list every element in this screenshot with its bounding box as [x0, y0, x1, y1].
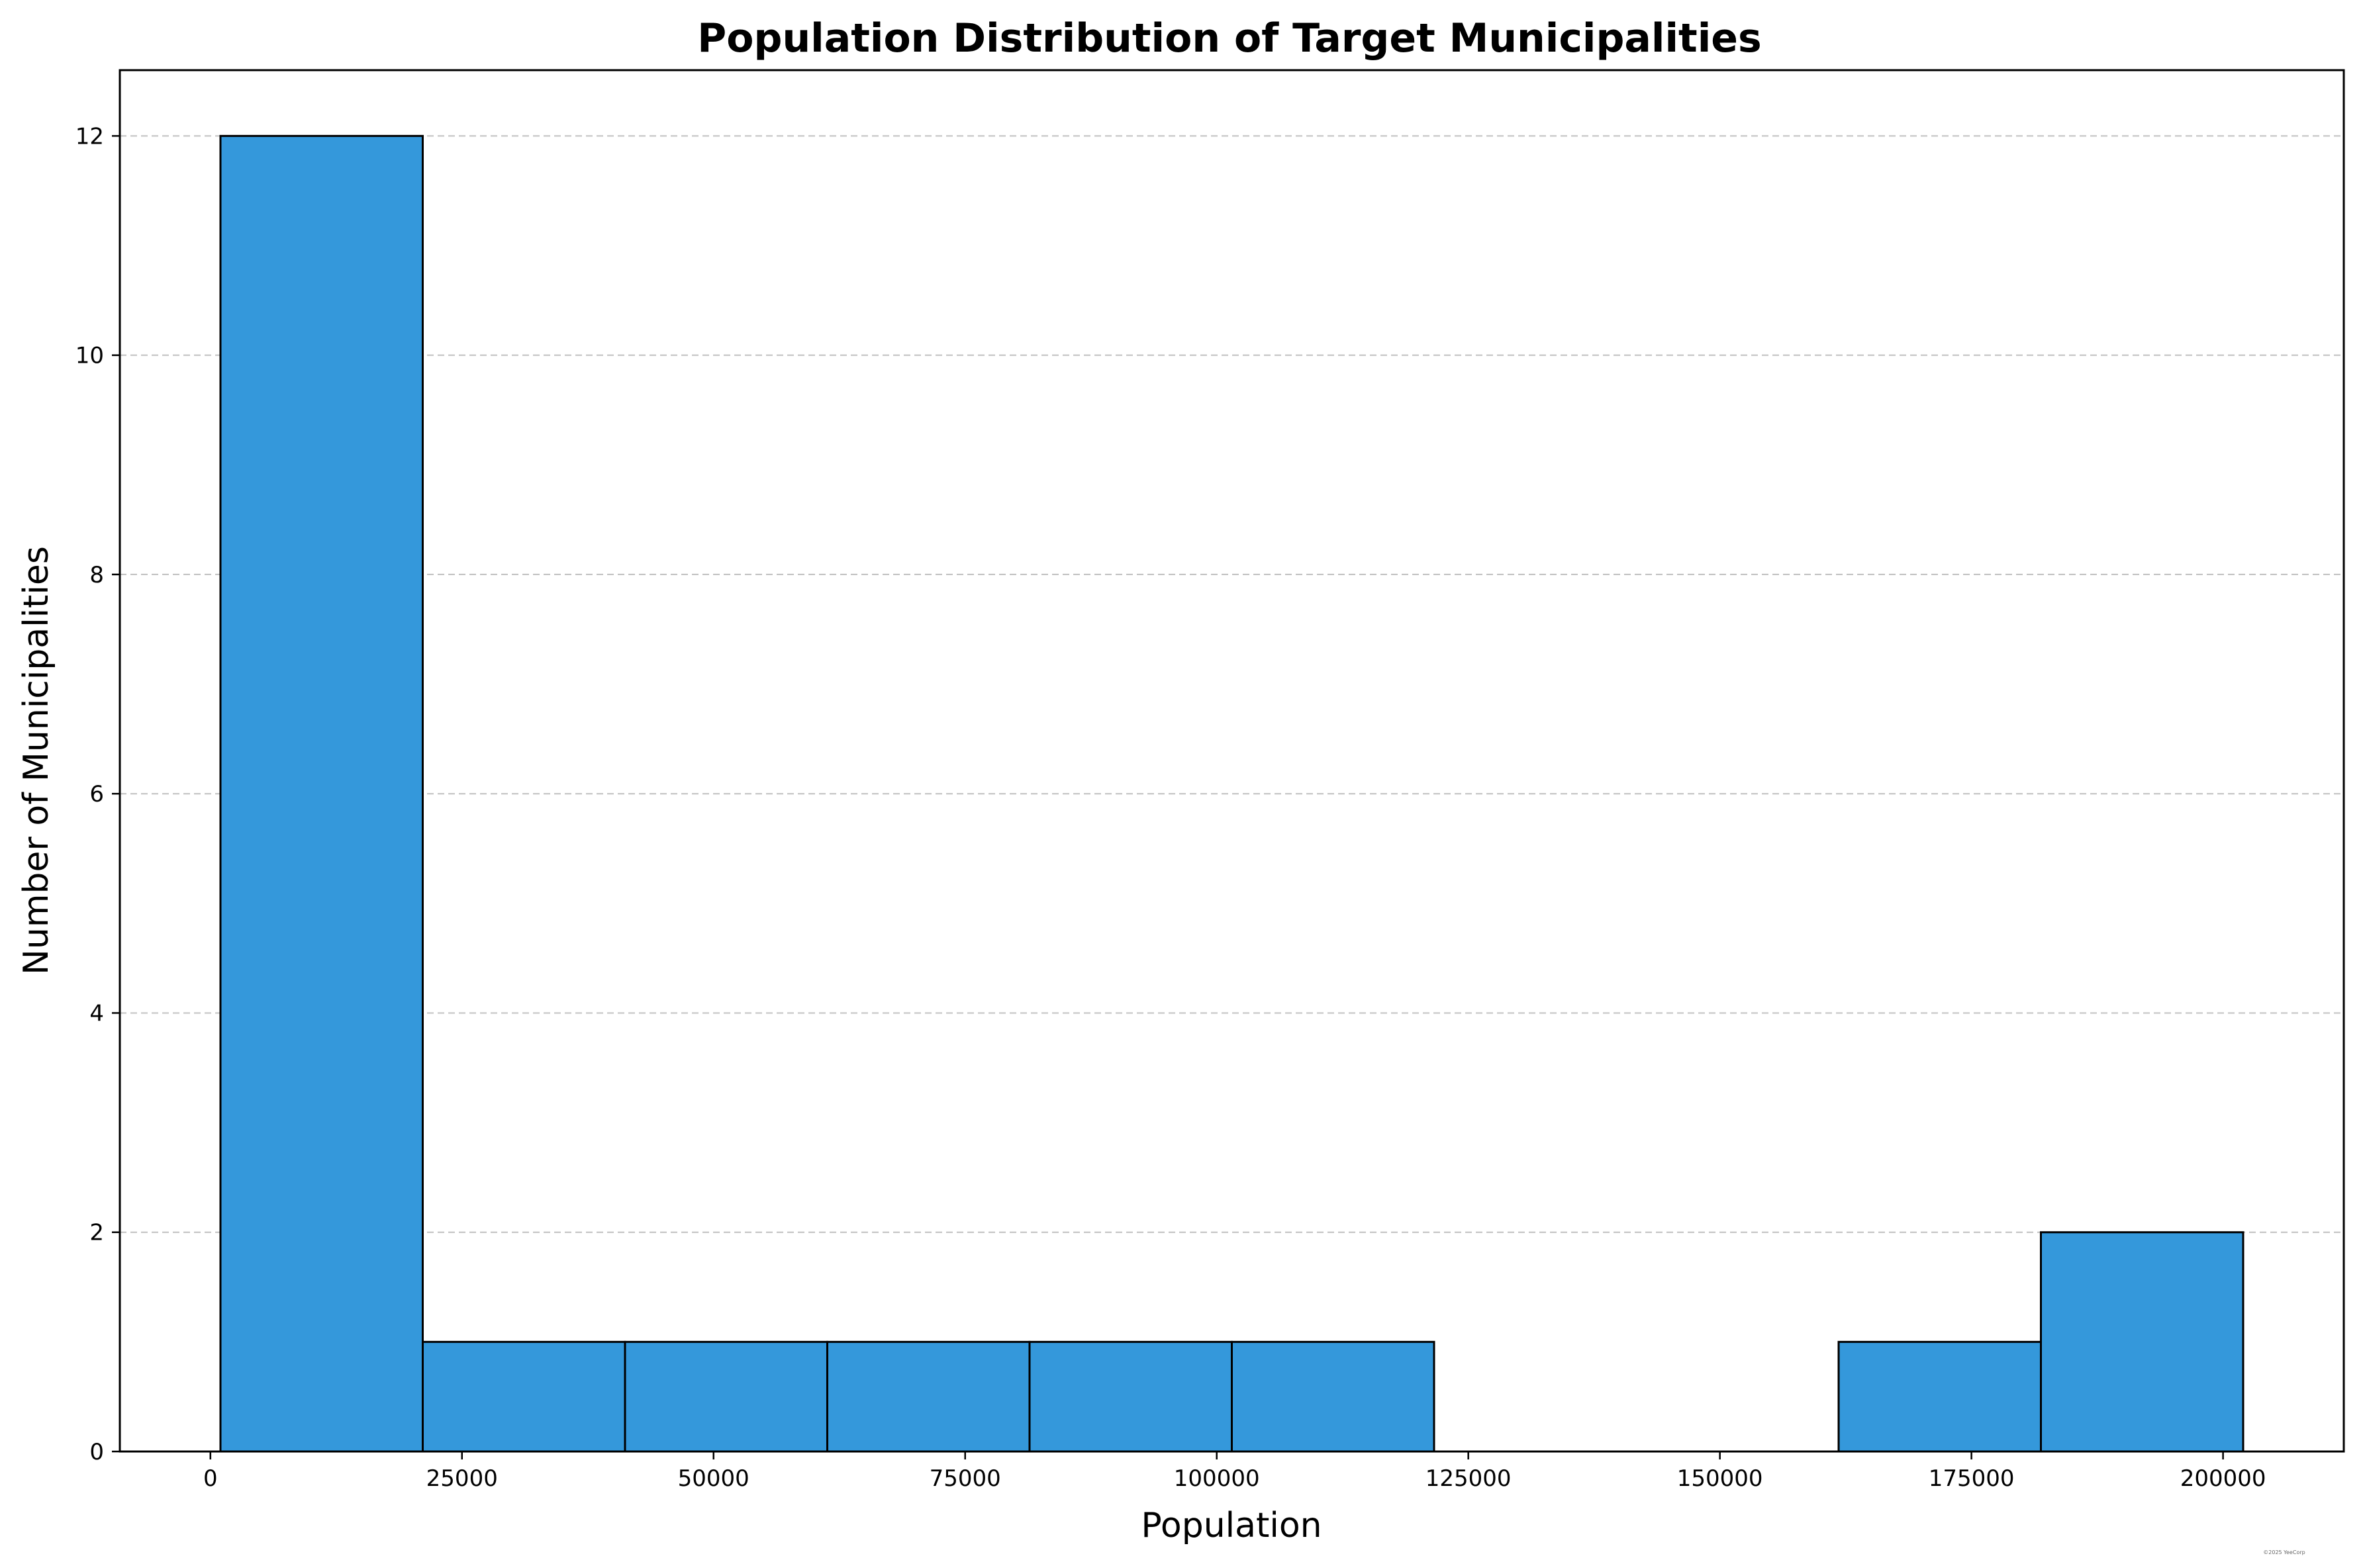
bars: [219, 134, 2244, 1453]
y-tick-label-4: 8: [89, 562, 104, 588]
x-tick-label-6: 150000: [1677, 1465, 1763, 1492]
y-tick-label-5: 10: [75, 343, 104, 369]
x-tick-label-8: 200000: [2180, 1465, 2266, 1492]
histogram-bar-1: [421, 1340, 626, 1453]
plot-frame: [119, 69, 2345, 1453]
histogram-bar-9: [2040, 1231, 2244, 1453]
x-tick-label-3: 75000: [930, 1465, 1001, 1492]
chart-title: Population Distribution of Target Munici…: [697, 15, 1761, 62]
gridlines: [120, 135, 2344, 1233]
y-axis-label: Number of Municipalities: [17, 546, 56, 975]
histogram-bar-8: [1837, 1340, 2043, 1453]
histogram-bar-5: [1231, 1340, 1435, 1453]
y-tick-label-0: 0: [89, 1439, 104, 1465]
watermark: ©2025 YeeCorp: [2263, 1549, 2305, 1555]
y-tick-label-2: 4: [89, 1000, 104, 1027]
x-tick-label-7: 175000: [1929, 1465, 2015, 1492]
x-tick-label-5: 125000: [1425, 1465, 1512, 1492]
x-axis-label: Population: [1141, 1506, 1322, 1545]
x-axis-ticks: 0 25000 50000 75000 100000 125000 150000 175000…: [203, 1452, 2266, 1492]
histogram-bar-4: [1028, 1340, 1233, 1453]
histogram-bar-0: [219, 134, 424, 1453]
y-axis-ticks: 0 2 4 6 8 10 12: [75, 123, 120, 1465]
histogram-bar-3: [826, 1340, 1031, 1453]
x-tick-label-0: 0: [203, 1465, 218, 1492]
x-tick-label-2: 50000: [678, 1465, 749, 1492]
y-tick-label-6: 12: [75, 123, 104, 150]
y-tick-label-1: 2: [89, 1220, 104, 1246]
histogram-bar-2: [624, 1340, 828, 1453]
x-tick-label-1: 25000: [426, 1465, 498, 1492]
y-tick-label-3: 6: [89, 781, 104, 807]
x-tick-label-4: 100000: [1174, 1465, 1260, 1492]
